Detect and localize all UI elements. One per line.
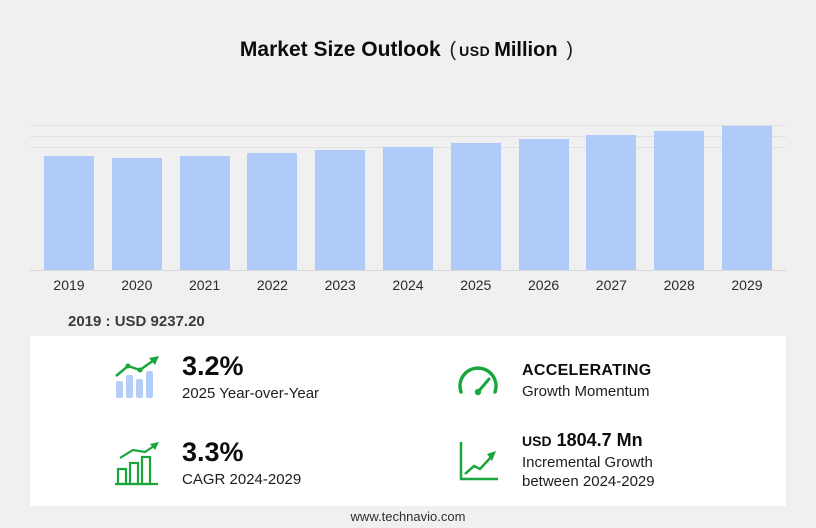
incremental-value: USD 1804.7 Mn [522, 430, 655, 451]
bar-2025 [450, 143, 501, 270]
title-paren-close: ) [566, 39, 574, 61]
title-paren-open: ( [449, 39, 457, 61]
incremental-label-line2: between 2024-2029 [522, 472, 655, 490]
title-unit-currency: USD [459, 43, 491, 59]
x-label-2020: 2020 [121, 277, 153, 293]
chart-growth-icon [112, 440, 164, 488]
x-label-2022: 2022 [256, 277, 288, 293]
cagr-value: 3.3% [182, 437, 244, 467]
bar-2019 [44, 156, 94, 270]
stat-cagr-text: 3.3% CAGR 2024-2029 [182, 437, 302, 489]
cagr-label: CAGR 2024-2029 [182, 470, 302, 488]
x-label-2021: 2021 [189, 277, 221, 293]
page-title: Market Size Outlook (USD Million ) [0, 38, 816, 62]
x-label-2028: 2028 [663, 277, 695, 293]
bar-chart [30, 125, 786, 271]
x-label-2029: 2029 [731, 277, 763, 293]
incremental-label-line1: Incremental Growth [522, 454, 653, 471]
bar-2027 [586, 135, 637, 270]
yoy-value: 3.2% [182, 351, 244, 381]
speedometer-icon [452, 358, 504, 406]
x-label-2024: 2024 [392, 277, 424, 293]
stat-yoy-text: 3.2% 2025 Year-over-Year [182, 351, 320, 403]
bars [30, 125, 786, 270]
x-label-2027: 2027 [595, 277, 627, 293]
bar-2029 [721, 126, 772, 270]
bar-2021 [179, 156, 230, 270]
bar-growth-icon [112, 354, 164, 402]
bar-2028 [654, 131, 705, 270]
stat-yoy: 3.2% 2025 Year-over-Year [112, 351, 320, 403]
yoy-label: 2025 Year-over-Year [182, 384, 320, 402]
x-labels: 2019 2020 2021 2022 2023 2024 2025 2026 2027 2028… [30, 277, 786, 293]
incremental-amount: 1804.7 Mn [556, 430, 643, 450]
bar-2026 [518, 139, 569, 270]
title-main: Market Size Outlook [239, 38, 441, 61]
incremental-currency: USD [522, 433, 552, 449]
stat-incremental-text: USD 1804.7 Mn Incremental Growth between … [522, 430, 655, 492]
momentum-label: Growth Momentum [522, 383, 650, 401]
stat-incremental: USD 1804.7 Mn Incremental Growth between … [452, 430, 655, 492]
bar-2020 [111, 158, 162, 270]
momentum-value: ACCELERATING [522, 362, 652, 380]
website-url: www.technavio.com [350, 509, 466, 524]
bar-2024 [382, 147, 433, 270]
stat-momentum-text: ACCELERATING Growth Momentum [522, 362, 652, 402]
gridline [30, 125, 786, 126]
bar-2023 [315, 150, 366, 270]
x-label-2026: 2026 [528, 277, 560, 293]
title-unit-scale: Million [494, 39, 558, 61]
x-label-2019: 2019 [53, 277, 85, 293]
stats-panel: 3.2% 2025 Year-over-Year ACCELERATING Gr… [30, 336, 786, 506]
gridline [30, 136, 786, 137]
stat-cagr: 3.3% CAGR 2024-2029 [112, 437, 302, 489]
incremental-growth-icon [452, 437, 504, 485]
base-year-annotation: 2019 : USD 9237.20 [68, 313, 205, 330]
x-label-2025: 2025 [460, 277, 492, 293]
x-label-2023: 2023 [324, 277, 356, 293]
stat-momentum: ACCELERATING Growth Momentum [452, 358, 652, 406]
bar-2022 [247, 153, 298, 270]
